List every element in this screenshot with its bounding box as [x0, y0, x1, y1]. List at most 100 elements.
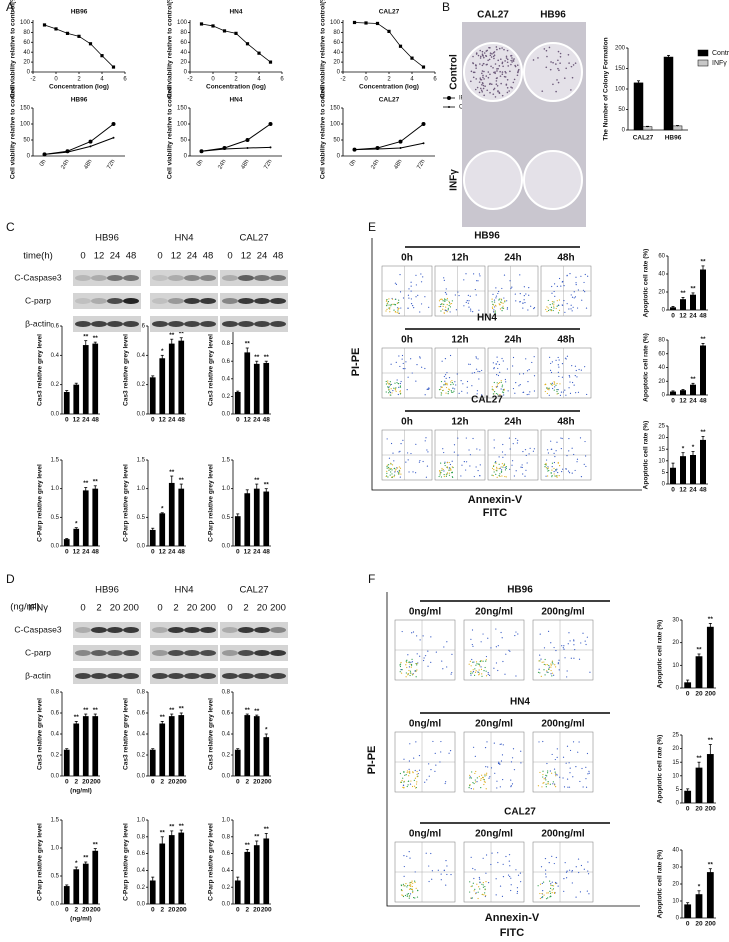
label: 0 — [80, 603, 85, 614]
event — [444, 380, 446, 382]
fit-line — [354, 22, 424, 68]
event — [493, 391, 496, 393]
event — [584, 291, 586, 293]
y-tick-label: 0.6 — [137, 324, 146, 330]
event — [549, 892, 552, 895]
label: ** — [93, 335, 99, 342]
event — [583, 868, 585, 870]
event — [403, 875, 405, 877]
event — [427, 451, 429, 453]
bar — [234, 392, 241, 414]
event — [408, 897, 410, 899]
event — [522, 307, 524, 309]
rotated-label: The Number of Colony Formation — [603, 37, 610, 140]
colony — [486, 49, 489, 52]
point — [89, 145, 92, 148]
event — [541, 786, 543, 788]
event — [551, 301, 554, 303]
event — [442, 300, 444, 302]
label: 0 — [65, 779, 69, 786]
event — [561, 363, 564, 365]
event — [440, 740, 442, 743]
y-tick-label: 0.6 — [51, 324, 60, 330]
event — [495, 295, 498, 297]
event — [419, 356, 421, 358]
event — [456, 373, 458, 375]
point — [398, 139, 403, 144]
event — [565, 762, 567, 764]
event — [489, 674, 491, 676]
event — [406, 893, 408, 895]
event — [496, 466, 498, 468]
event — [518, 385, 520, 387]
event — [558, 669, 560, 671]
colony — [552, 83, 554, 86]
event — [560, 391, 563, 393]
y-tick-label: 80 — [658, 338, 665, 344]
bar — [263, 737, 270, 776]
event — [524, 301, 526, 304]
event — [475, 356, 477, 358]
label: ** — [169, 707, 175, 714]
label: 0 — [236, 549, 240, 556]
event — [410, 298, 412, 300]
label: (ng/ml) — [10, 602, 40, 613]
event — [401, 890, 403, 892]
colony — [501, 94, 504, 97]
event — [519, 373, 521, 375]
label: 48 — [92, 549, 100, 556]
event — [418, 769, 421, 771]
event — [399, 467, 402, 469]
event — [397, 472, 399, 474]
rotated-label: C-Parp relative grey level — [123, 823, 130, 901]
blot-band — [123, 275, 139, 281]
event — [499, 885, 502, 887]
point — [353, 148, 356, 151]
blot-band — [270, 298, 286, 304]
colony — [482, 76, 484, 79]
event — [495, 646, 497, 648]
event — [409, 743, 411, 745]
event — [555, 470, 557, 472]
label: ** — [680, 290, 686, 297]
label: 2 — [387, 77, 391, 83]
event — [386, 464, 388, 466]
label: ** — [93, 479, 99, 486]
event — [472, 882, 474, 884]
event — [390, 394, 392, 396]
y-tick-label: 0.0 — [137, 902, 146, 908]
event — [569, 273, 571, 275]
label: HB96 — [540, 10, 566, 21]
event — [481, 883, 483, 885]
event — [443, 279, 445, 281]
label: 12 — [159, 549, 167, 556]
y-tick-label: 0.6 — [137, 711, 146, 717]
event — [419, 357, 421, 359]
event — [408, 661, 410, 663]
blot-band — [168, 650, 184, 656]
colony — [482, 82, 484, 85]
label: 12 — [73, 417, 81, 424]
colony — [498, 91, 501, 94]
event — [413, 779, 415, 781]
event — [542, 770, 544, 772]
event — [415, 284, 417, 286]
bar — [253, 716, 260, 776]
colony — [489, 52, 492, 54]
event — [546, 310, 548, 313]
rotated-label: Apoptotic cell rate (%) — [657, 620, 664, 689]
y-tick-label: 150 — [177, 106, 188, 112]
event — [551, 382, 554, 384]
label: HN4 — [229, 97, 242, 104]
event — [496, 384, 499, 386]
event — [396, 307, 399, 309]
event — [553, 303, 555, 305]
event — [502, 389, 504, 391]
blot-band — [91, 627, 107, 633]
label: 48 — [263, 549, 271, 556]
event — [398, 386, 400, 388]
event — [403, 781, 405, 783]
event — [465, 469, 467, 471]
event — [388, 464, 390, 466]
event — [493, 469, 495, 471]
